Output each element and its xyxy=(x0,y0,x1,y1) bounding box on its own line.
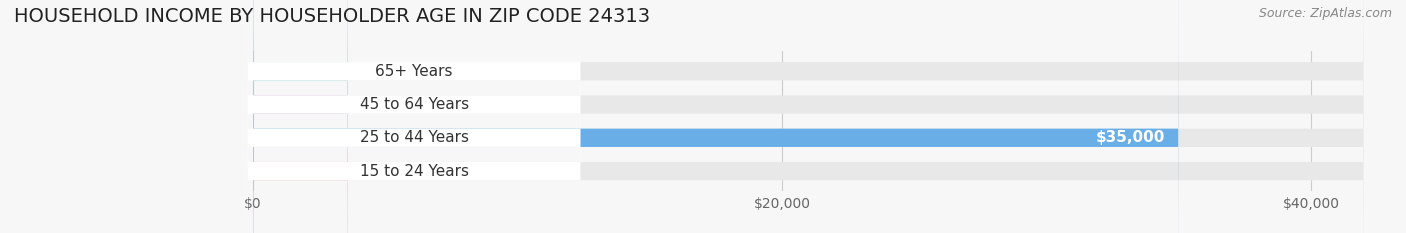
FancyBboxPatch shape xyxy=(253,0,1364,233)
FancyBboxPatch shape xyxy=(253,0,347,233)
FancyBboxPatch shape xyxy=(253,0,347,233)
FancyBboxPatch shape xyxy=(253,0,1364,233)
Text: $35,000: $35,000 xyxy=(1097,130,1166,145)
Text: 45 to 64 Years: 45 to 64 Years xyxy=(360,97,468,112)
Text: $0: $0 xyxy=(361,64,380,79)
FancyBboxPatch shape xyxy=(247,0,581,233)
Text: $0: $0 xyxy=(361,164,380,178)
FancyBboxPatch shape xyxy=(253,0,1364,233)
Text: $0: $0 xyxy=(361,97,380,112)
Text: 25 to 44 Years: 25 to 44 Years xyxy=(360,130,468,145)
FancyBboxPatch shape xyxy=(253,0,1364,233)
FancyBboxPatch shape xyxy=(253,0,1178,233)
Text: Source: ZipAtlas.com: Source: ZipAtlas.com xyxy=(1258,7,1392,20)
FancyBboxPatch shape xyxy=(247,0,581,233)
FancyBboxPatch shape xyxy=(247,0,581,233)
Text: 65+ Years: 65+ Years xyxy=(375,64,453,79)
Text: HOUSEHOLD INCOME BY HOUSEHOLDER AGE IN ZIP CODE 24313: HOUSEHOLD INCOME BY HOUSEHOLDER AGE IN Z… xyxy=(14,7,650,26)
FancyBboxPatch shape xyxy=(253,0,347,233)
FancyBboxPatch shape xyxy=(247,0,581,233)
Text: 15 to 24 Years: 15 to 24 Years xyxy=(360,164,468,178)
